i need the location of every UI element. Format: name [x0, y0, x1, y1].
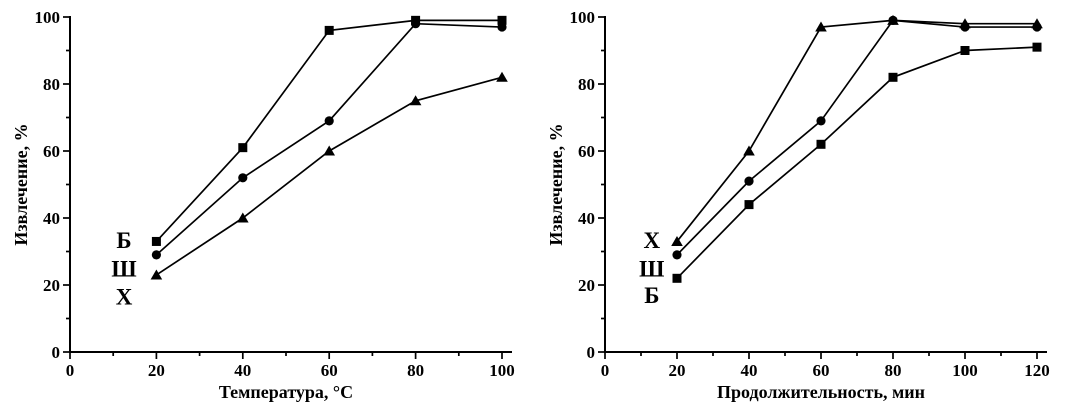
series-Б: Б: [116, 15, 507, 253]
square-marker: [960, 46, 970, 55]
triangle-marker: [815, 21, 827, 32]
x-tick-label: 100: [952, 361, 978, 380]
series-Х: Х: [116, 71, 508, 310]
series-line: [155, 76, 503, 276]
series-label-Х: Х: [643, 228, 660, 253]
tick-marks: [63, 16, 503, 359]
series-label-Ш: Ш: [639, 256, 664, 281]
square-marker: [1032, 42, 1042, 52]
circle-marker: [672, 250, 682, 260]
x-tick-label: 40: [741, 361, 758, 380]
square-marker: [816, 139, 826, 149]
square-marker: [151, 236, 161, 246]
right-chart: 0 20 40 60 80 100 120 0 20 40 60 80 100 Продолжительн…: [535, 0, 1069, 413]
circle-marker: [744, 176, 754, 186]
series-line: [155, 22, 503, 256]
y-tick-label: 0: [587, 343, 596, 362]
series-line: [676, 46, 1038, 279]
axes: [69, 16, 512, 353]
x-tick-label: 20: [669, 361, 686, 380]
circle-marker: [888, 15, 898, 25]
x-tick-label: 40: [234, 361, 251, 380]
y-tick-label: 80: [43, 75, 60, 94]
axes: [604, 16, 1047, 353]
circle-marker: [1032, 22, 1042, 32]
triangle-marker: [237, 212, 249, 223]
square-marker: [324, 25, 334, 35]
y-tick-label: 20: [578, 276, 595, 295]
y-axis-title: Извлечение, %: [11, 123, 31, 245]
series-label-Х: Х: [116, 285, 133, 310]
y-tick-label: 0: [52, 343, 61, 362]
y-tick-label: 20: [43, 276, 60, 295]
square-marker: [497, 15, 507, 25]
series-Х: Х: [643, 14, 1043, 253]
x-axis-title: Температура, °С: [219, 382, 353, 402]
left-chart: 0 20 40 60 80 100 0 20 40 60 80 100 Температура, °С И…: [11, 8, 515, 402]
series-Ш: Ш: [639, 15, 1042, 281]
x-tick-label: 80: [885, 361, 902, 380]
circle-marker: [411, 19, 421, 29]
circle-marker: [151, 250, 161, 260]
triangle-marker: [671, 235, 683, 246]
square-marker: [672, 273, 682, 283]
y-tick-label: 80: [578, 75, 595, 94]
circle-marker: [497, 22, 507, 32]
left-chart-svg: 0 20 40 60 80 100 0 20 40 60 80 100 Температура, °С И…: [11, 8, 515, 402]
series-label-Ш: Ш: [111, 256, 136, 281]
x-tick-label: 20: [148, 361, 165, 380]
series-line: [676, 19, 1037, 256]
y-tick-label: 60: [578, 142, 595, 161]
x-tick-label: 60: [813, 361, 830, 380]
triangle-marker: [496, 71, 508, 82]
y-tick-label: 60: [43, 142, 60, 161]
series-label-Б: Б: [116, 228, 131, 253]
square-marker: [888, 72, 898, 82]
square-marker: [744, 200, 754, 210]
y-tick-label: 40: [43, 209, 60, 228]
circle-marker: [238, 173, 248, 183]
y-axis-title: Извлечение, %: [546, 123, 566, 245]
tick-marks: [598, 16, 1038, 359]
triangle-marker: [150, 269, 163, 280]
triangle-marker: [743, 145, 755, 156]
y-tick-label: 40: [578, 209, 595, 228]
x-tick-label: 60: [321, 361, 338, 380]
triangle-marker: [323, 145, 335, 156]
x-tick-label: 100: [489, 361, 515, 380]
series-label-Б: Б: [644, 283, 659, 308]
circle-marker: [816, 116, 826, 126]
x-tick-label: 120: [1024, 361, 1050, 380]
series-Б: Б: [644, 42, 1042, 308]
x-tick-label: 0: [601, 361, 610, 380]
x-tick-label: 80: [407, 361, 424, 380]
y-tick-label: 100: [35, 8, 61, 27]
tick-labels: 0 20 40 60 80 100 120 0 20 40 60 80 100: [570, 8, 1050, 380]
circle-marker: [960, 22, 970, 32]
right-chart-svg: 0 20 40 60 80 100 120 0 20 40 60 80 100 Продолжительн…: [546, 8, 1050, 402]
x-axis-title: Продолжительность, мин: [717, 382, 925, 402]
square-marker: [238, 143, 248, 153]
x-tick-label: 0: [66, 361, 75, 380]
y-tick-label: 100: [570, 8, 596, 27]
tick-labels: 0 20 40 60 80 100 0 20 40 60 80 100: [35, 8, 515, 380]
circle-marker: [324, 116, 334, 126]
series-Ш: Ш: [111, 19, 507, 281]
series-line: [676, 19, 1037, 242]
triangle-marker: [409, 95, 422, 106]
